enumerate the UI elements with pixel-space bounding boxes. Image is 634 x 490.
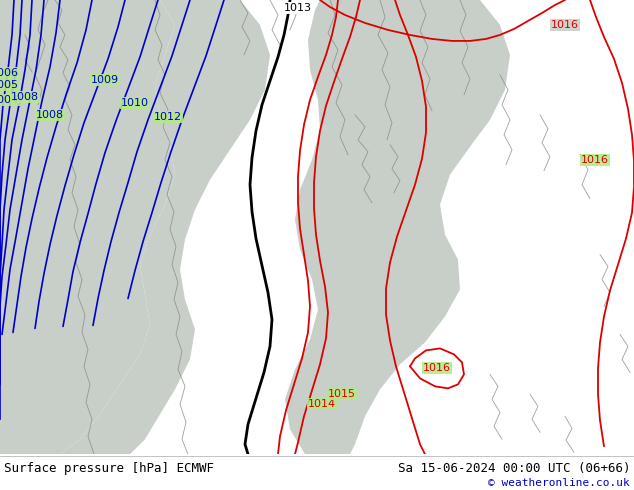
Text: 1008: 1008 xyxy=(36,110,64,120)
Text: 1016: 1016 xyxy=(423,364,451,373)
Polygon shape xyxy=(60,0,270,454)
Text: 1006: 1006 xyxy=(0,68,19,78)
Text: 1005: 1005 xyxy=(0,80,19,90)
Text: 1014: 1014 xyxy=(308,399,336,409)
Text: 1012: 1012 xyxy=(154,112,182,122)
Text: © weatheronline.co.uk: © weatheronline.co.uk xyxy=(488,478,630,488)
Polygon shape xyxy=(285,0,510,454)
Polygon shape xyxy=(0,0,175,454)
Text: 1008: 1008 xyxy=(11,92,39,102)
Text: 1013: 1013 xyxy=(284,3,312,13)
Text: 1010: 1010 xyxy=(121,98,149,108)
Text: 1009: 1009 xyxy=(91,75,119,85)
Text: Sa 15-06-2024 00:00 UTC (06+66): Sa 15-06-2024 00:00 UTC (06+66) xyxy=(398,462,630,475)
Text: 1004: 1004 xyxy=(0,95,19,105)
Text: 1016: 1016 xyxy=(581,155,609,165)
Text: Surface pressure [hPa] ECMWF: Surface pressure [hPa] ECMWF xyxy=(4,462,214,475)
Text: 1015: 1015 xyxy=(328,390,356,399)
Text: 1016: 1016 xyxy=(551,20,579,30)
